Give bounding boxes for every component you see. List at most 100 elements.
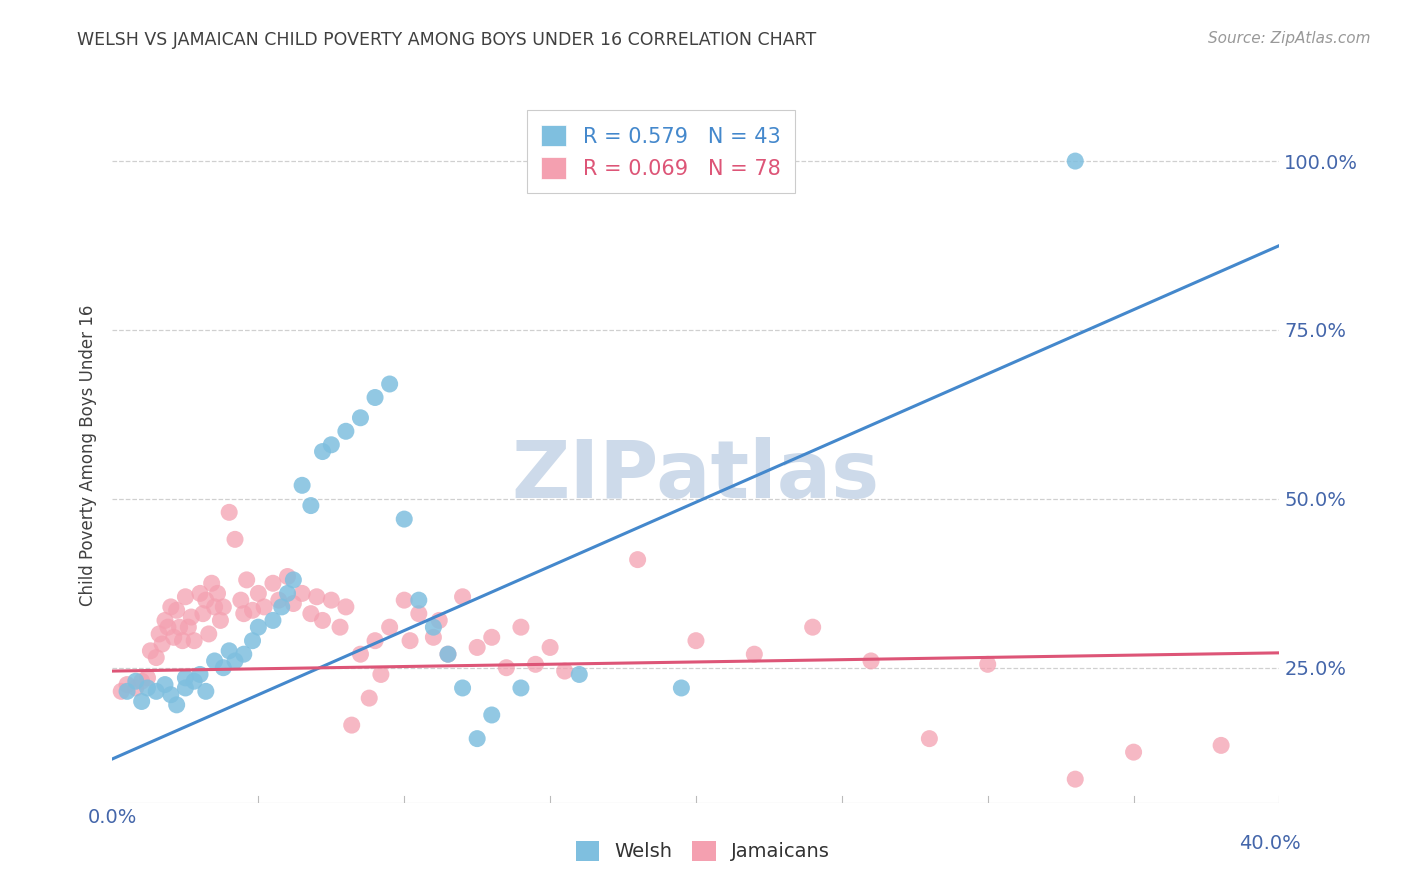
- Point: [451, 681, 474, 695]
- Point: [204, 654, 226, 668]
- Point: [1064, 772, 1087, 786]
- Point: [235, 573, 257, 587]
- Point: [191, 607, 214, 621]
- Point: [1209, 739, 1232, 753]
- Text: Source: ZipAtlas.com: Source: ZipAtlas.com: [1208, 31, 1371, 46]
- Point: [364, 391, 387, 405]
- Point: [394, 512, 416, 526]
- Point: [627, 552, 650, 566]
- Point: [115, 677, 138, 691]
- Point: [422, 630, 444, 644]
- Point: [180, 610, 202, 624]
- Point: [554, 664, 576, 678]
- Point: [509, 620, 531, 634]
- Point: [174, 671, 197, 685]
- Point: [212, 599, 235, 614]
- Point: [188, 586, 211, 600]
- Point: [1064, 154, 1087, 169]
- Point: [201, 576, 224, 591]
- Point: [224, 654, 246, 668]
- Point: [378, 376, 401, 391]
- Point: [172, 633, 194, 648]
- Point: [509, 681, 531, 695]
- Point: [378, 620, 401, 634]
- Legend: R = 0.579   N = 43, R = 0.069   N = 78: R = 0.579 N = 43, R = 0.069 N = 78: [527, 111, 796, 194]
- Text: ZIPatlas: ZIPatlas: [512, 437, 880, 515]
- Point: [166, 603, 188, 617]
- Point: [150, 637, 173, 651]
- Point: [495, 661, 517, 675]
- Point: [242, 603, 264, 617]
- Point: [209, 614, 232, 628]
- Point: [145, 650, 167, 665]
- Point: [276, 586, 298, 600]
- Point: [305, 590, 328, 604]
- Point: [335, 599, 357, 614]
- Point: [801, 620, 824, 634]
- Point: [207, 586, 229, 600]
- Point: [524, 657, 547, 672]
- Point: [283, 573, 305, 587]
- Point: [145, 684, 167, 698]
- Point: [242, 633, 264, 648]
- Point: [136, 681, 159, 695]
- Point: [262, 614, 284, 628]
- Point: [110, 684, 132, 698]
- Point: [321, 593, 343, 607]
- Point: [408, 593, 430, 607]
- Point: [437, 647, 460, 661]
- Point: [311, 614, 333, 628]
- Point: [160, 688, 183, 702]
- Point: [229, 593, 252, 607]
- Point: [671, 681, 693, 695]
- Point: [481, 708, 503, 723]
- Point: [153, 614, 176, 628]
- Point: [283, 597, 305, 611]
- Point: [340, 718, 363, 732]
- Point: [335, 424, 357, 438]
- Point: [918, 731, 941, 746]
- Point: [860, 654, 883, 668]
- Point: [156, 620, 179, 634]
- Point: [465, 640, 488, 655]
- Point: [408, 607, 430, 621]
- Point: [399, 633, 422, 648]
- Point: [224, 533, 246, 547]
- Point: [131, 674, 153, 689]
- Y-axis label: Child Poverty Among Boys Under 16: Child Poverty Among Boys Under 16: [79, 304, 97, 606]
- Point: [169, 620, 191, 634]
- Point: [139, 644, 162, 658]
- Point: [299, 607, 322, 621]
- Point: [291, 586, 314, 600]
- Point: [437, 647, 460, 661]
- Point: [422, 620, 444, 634]
- Point: [370, 667, 392, 681]
- Point: [131, 694, 153, 708]
- Point: [349, 647, 371, 661]
- Point: [125, 674, 148, 689]
- Point: [267, 593, 290, 607]
- Point: [262, 576, 284, 591]
- Text: WELSH VS JAMAICAN CHILD POVERTY AMONG BOYS UNDER 16 CORRELATION CHART: WELSH VS JAMAICAN CHILD POVERTY AMONG BO…: [77, 31, 817, 49]
- Point: [177, 620, 200, 634]
- Point: [481, 630, 503, 644]
- Point: [194, 684, 217, 698]
- Point: [125, 681, 148, 695]
- Point: [232, 647, 254, 661]
- Point: [742, 647, 765, 661]
- Point: [218, 644, 240, 658]
- Point: [188, 667, 211, 681]
- Point: [218, 505, 240, 519]
- Point: [115, 684, 138, 698]
- Point: [136, 671, 159, 685]
- Point: [174, 681, 197, 695]
- Point: [148, 627, 170, 641]
- Point: [685, 633, 707, 648]
- Point: [212, 661, 235, 675]
- Point: [174, 590, 197, 604]
- Point: [291, 478, 314, 492]
- Point: [359, 691, 381, 706]
- Point: [349, 410, 371, 425]
- Point: [163, 630, 186, 644]
- Point: [465, 731, 488, 746]
